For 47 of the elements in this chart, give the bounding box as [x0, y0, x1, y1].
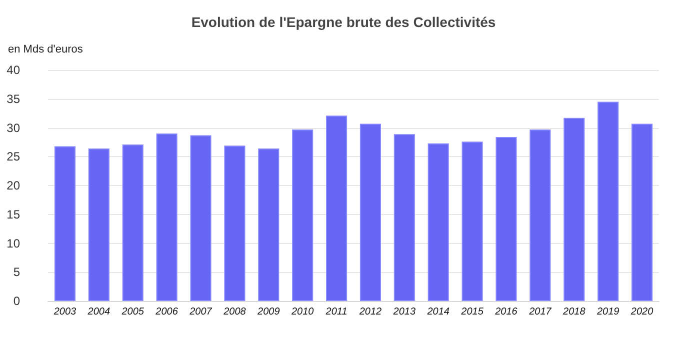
y-tick-label: 20	[6, 178, 20, 192]
x-tick-label: 2009	[256, 306, 280, 318]
bar	[292, 129, 314, 301]
x-tick-label: 2017	[528, 306, 552, 318]
x-tick-label: 2014	[426, 306, 450, 318]
bar	[496, 136, 517, 301]
x-tick-label: 2013	[392, 306, 416, 318]
x-tick-label: 2010	[290, 306, 314, 318]
x-tick-label: 2005	[120, 306, 144, 318]
y-tick-label: 30	[6, 120, 20, 135]
x-tick-label: 2018	[562, 306, 586, 318]
bar	[394, 134, 415, 301]
x-tick-label: 2007	[188, 306, 212, 318]
x-tick-label: 2011	[324, 306, 348, 318]
bar	[54, 146, 76, 301]
x-tick-label: 2019	[596, 306, 620, 318]
x-tick-label: 2008	[222, 306, 246, 318]
x-tick-label: 2004	[86, 306, 110, 318]
y-tick-label: 40	[6, 63, 20, 77]
bar	[156, 134, 178, 301]
y-tick-label: 10	[6, 236, 20, 250]
bar	[360, 124, 381, 301]
bar	[258, 148, 280, 301]
bar	[190, 135, 212, 301]
bar	[428, 143, 449, 301]
x-tick-label: 2015	[460, 306, 484, 318]
bar	[462, 142, 483, 301]
y-tick-label: 5	[13, 265, 20, 280]
x-tick-label: 2016	[494, 306, 518, 318]
bar	[122, 144, 144, 301]
chart-title: Evolution de l'Epargne brute des Collectivités	[191, 14, 496, 30]
bar	[632, 124, 653, 301]
bar	[530, 129, 551, 301]
x-tick-label: 2003	[52, 306, 77, 318]
x-tick-label: 2012	[358, 306, 382, 318]
y-tick-label: 35	[6, 92, 20, 106]
y-tick-label: 0	[13, 294, 20, 308]
bar	[564, 118, 585, 301]
bar	[598, 102, 619, 301]
x-tick-label: 2006	[154, 306, 178, 318]
y-tick-label: 25	[6, 150, 20, 164]
x-tick-label: 2020	[630, 306, 654, 318]
bar	[88, 148, 110, 301]
bar	[326, 116, 348, 301]
bar	[224, 146, 246, 301]
y-axis-title: en Mds d'euros	[8, 44, 84, 56]
y-tick-label: 15	[6, 207, 20, 222]
